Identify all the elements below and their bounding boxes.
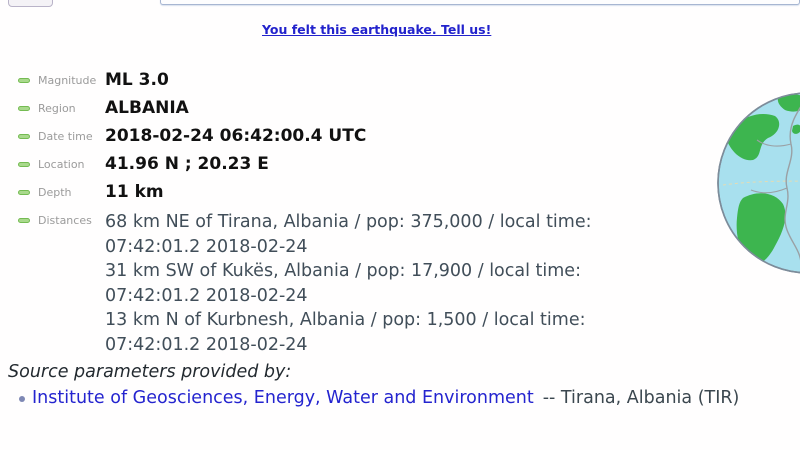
earth-globe xyxy=(713,90,800,280)
cropped-panel-fragment xyxy=(160,0,800,5)
green-dash-icon xyxy=(18,162,30,167)
institute-link[interactable]: Institute of Geosciences, Energy, Water … xyxy=(32,388,534,408)
region-label: Region xyxy=(38,102,76,115)
distance-time-line: 07:42:01.2 2018-02-24 xyxy=(105,334,308,355)
source-heading: Source parameters provided by: xyxy=(8,362,292,382)
field-row-magnitude: Magnitude ML 3.0 xyxy=(0,70,800,100)
region-value: ALBANIA xyxy=(105,98,189,118)
felt-earthquake-link[interactable]: You felt this earthquake. Tell us! xyxy=(262,22,492,37)
green-dash-icon xyxy=(18,106,30,111)
location-label: Location xyxy=(38,158,85,171)
distance-location-line: 13 km N of Kurbnesh, Albania / pop: 1,50… xyxy=(105,310,586,331)
location-value: 41.96 N ; 20.23 E xyxy=(105,154,269,174)
distances-list: 68 km NE of Tirana, Albania / pop: 375,0… xyxy=(105,210,592,358)
distance-time-line: 07:42:01.2 2018-02-24 xyxy=(105,285,308,306)
green-dash-icon xyxy=(18,190,30,195)
distance-location-line: 31 km SW of Kukës, Albania / pop: 17,900… xyxy=(105,261,581,282)
source-line: Institute of Geosciences, Energy, Water … xyxy=(32,388,739,408)
magnitude-label: Magnitude xyxy=(38,74,97,87)
institute-suffix: -- Tirana, Albania (TIR) xyxy=(542,388,740,408)
green-dash-icon xyxy=(18,78,30,83)
depth-value: 11 km xyxy=(105,182,164,202)
distance-time-line: 07:42:01.2 2018-02-24 xyxy=(105,236,308,257)
datetime-value: 2018-02-24 06:42:00.4 UTC xyxy=(105,126,367,146)
distances-label: Distances xyxy=(38,214,92,227)
magnitude-value: ML 3.0 xyxy=(105,70,169,90)
green-dash-icon xyxy=(18,218,30,223)
field-row-datetime: Date time 2018-02-24 06:42:00.4 UTC xyxy=(0,126,800,156)
field-row-depth: Depth 11 km xyxy=(0,182,800,212)
list-bullet-icon xyxy=(19,396,25,402)
depth-label: Depth xyxy=(38,186,72,199)
datetime-label: Date time xyxy=(38,130,93,143)
green-dash-icon xyxy=(18,134,30,139)
cropped-button-fragment[interactable] xyxy=(8,0,53,7)
earth-globe-svg xyxy=(717,92,800,274)
field-row-region: Region ALBANIA xyxy=(0,98,800,128)
distance-location-line: 68 km NE of Tirana, Albania / pop: 375,0… xyxy=(105,212,592,232)
field-row-location: Location 41.96 N ; 20.23 E xyxy=(0,154,800,184)
field-row-distances: Distances xyxy=(0,212,800,240)
